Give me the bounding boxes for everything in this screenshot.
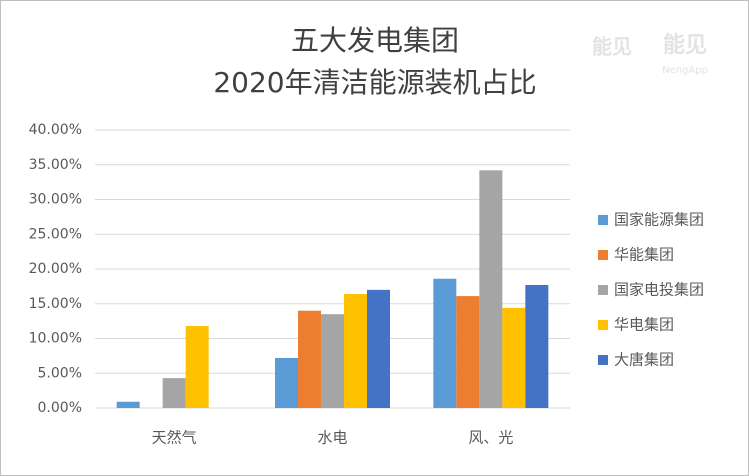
x-tick-label: 风、光 [468,429,513,447]
legend-label: 国家电投集团 [614,281,704,299]
y-tick-label: 10.00% [29,331,82,347]
legend-label: 华电集团 [614,316,674,334]
legend-label: 大唐集团 [614,351,674,369]
bar [479,170,503,408]
x-tick-label: 天然气 [152,429,197,447]
y-tick-label: 25.00% [29,226,82,242]
bar [433,278,457,408]
legend-swatch [598,250,608,260]
y-tick-label: 15.00% [29,296,82,312]
bar [298,310,321,408]
bar [321,314,344,408]
watermark: 能见 [663,32,707,58]
bar [185,325,209,408]
bar [456,296,480,408]
y-tick-label: 20.00% [29,261,82,277]
watermark-logo: 能见 [592,35,632,59]
y-tick-label: 0.00% [38,400,82,416]
legend-label: 国家能源集团 [614,211,704,229]
y-tick-label: 35.00% [29,157,82,173]
legend-swatch [598,355,608,365]
bar [502,307,526,408]
bar [367,289,390,408]
legend-label: 华能集团 [614,246,674,264]
legend-swatch [598,215,608,225]
chart-title: 五大发电集团 [291,24,459,57]
y-tick-label: 5.00% [38,365,82,381]
legend-swatch [598,320,608,330]
watermark-sub: NengApp [662,65,708,76]
bar [344,294,367,408]
bar [275,357,298,408]
bar [116,401,140,408]
chart-title: 2020年清洁能源装机占比 [213,66,536,99]
legend-swatch [598,285,608,295]
x-tick-label: 水电 [317,429,347,447]
bar [525,284,549,408]
y-tick-label: 40.00% [29,122,82,138]
y-tick-label: 30.00% [29,192,82,208]
bar [162,378,186,408]
